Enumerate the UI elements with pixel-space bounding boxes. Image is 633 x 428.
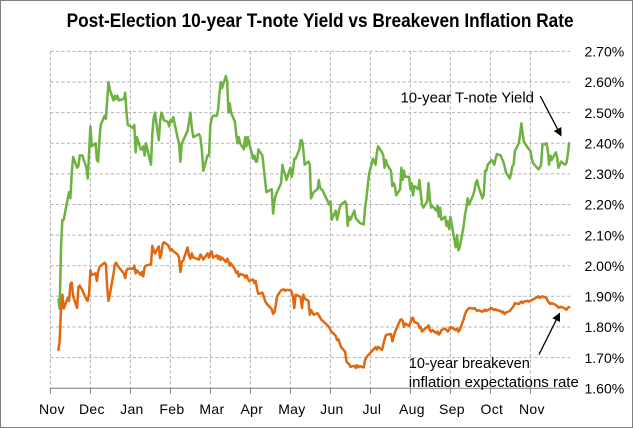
svg-text:1.80%: 1.80%	[585, 319, 625, 335]
svg-text:Apr: Apr	[241, 401, 264, 417]
svg-text:1.70%: 1.70%	[585, 350, 625, 366]
svg-text:2.10%: 2.10%	[585, 227, 625, 243]
svg-text:Dec: Dec	[79, 401, 105, 417]
svg-text:2.60%: 2.60%	[585, 74, 625, 90]
svg-text:2.50%: 2.50%	[585, 105, 625, 121]
svg-text:10-year T-note Yield: 10-year T-note Yield	[401, 90, 535, 107]
svg-text:inflation expectations rate: inflation expectations rate	[409, 374, 579, 391]
svg-text:Nov: Nov	[39, 401, 65, 417]
svg-text:2.20%: 2.20%	[585, 197, 625, 213]
svg-text:Jun: Jun	[320, 401, 343, 417]
svg-text:Nov: Nov	[519, 401, 545, 417]
svg-text:1.60%: 1.60%	[585, 380, 625, 396]
svg-text:Feb: Feb	[159, 401, 184, 417]
svg-text:2.70%: 2.70%	[585, 44, 625, 60]
svg-text:May: May	[278, 401, 305, 417]
svg-text:10-year breakeven: 10-year breakeven	[409, 355, 530, 372]
svg-text:Post-Election 10-year T-note Y: Post-Election 10-year T-note Yield vs Br…	[67, 11, 574, 32]
svg-text:2.30%: 2.30%	[585, 166, 625, 182]
svg-text:2.00%: 2.00%	[585, 258, 625, 274]
svg-text:Oct: Oct	[481, 401, 504, 417]
svg-text:Jan: Jan	[120, 401, 143, 417]
svg-text:1.90%: 1.90%	[585, 289, 625, 305]
svg-text:2.40%: 2.40%	[585, 136, 625, 152]
svg-text:Sep: Sep	[439, 401, 465, 417]
svg-text:Aug: Aug	[399, 401, 425, 417]
svg-text:Mar: Mar	[199, 401, 224, 417]
svg-text:Jul: Jul	[363, 401, 382, 417]
